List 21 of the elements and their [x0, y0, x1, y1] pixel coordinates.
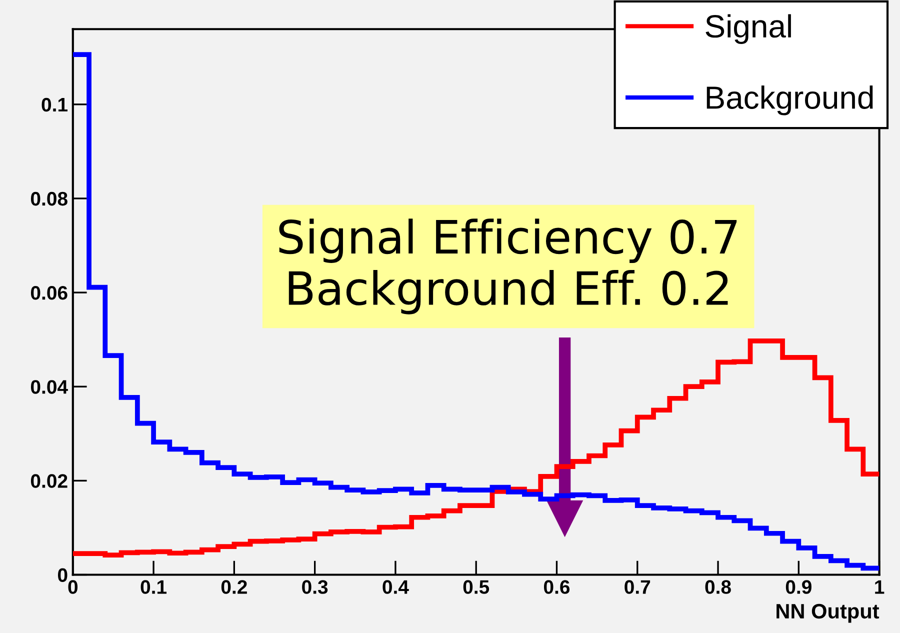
y-tick-label: 0	[58, 568, 68, 582]
x-axis-title: NN Output	[776, 604, 880, 623]
y-tick-label: 0.08	[30, 192, 68, 206]
x-tick-label: 0.6	[544, 580, 570, 594]
x-tick-label: 0.2	[221, 580, 247, 594]
x-tick-label: 0.4	[382, 580, 409, 594]
y-tick-label: 0.02	[30, 474, 68, 488]
legend-label: Signal	[706, 14, 791, 44]
x-tick-label: 0.8	[705, 580, 731, 594]
x-tick-label: 0.1	[140, 580, 167, 594]
x-tick-label: 0.7	[624, 580, 650, 594]
y-tick-label: 0.06	[30, 286, 68, 300]
annotation: Signal Efficiency 0.7 Background Eff. 0.2	[279, 218, 737, 314]
x-tick-label: 0.9	[786, 580, 812, 594]
y-tick-label: 0.1	[42, 98, 68, 112]
legend-label: Background	[706, 86, 873, 116]
x-tick-label: 1	[875, 580, 884, 594]
y-tick-label: 0.04	[30, 380, 68, 394]
x-tick-label: 0.5	[463, 580, 490, 594]
x-tick-label: 0	[68, 580, 78, 594]
x-tick-label: 0.3	[302, 580, 328, 594]
